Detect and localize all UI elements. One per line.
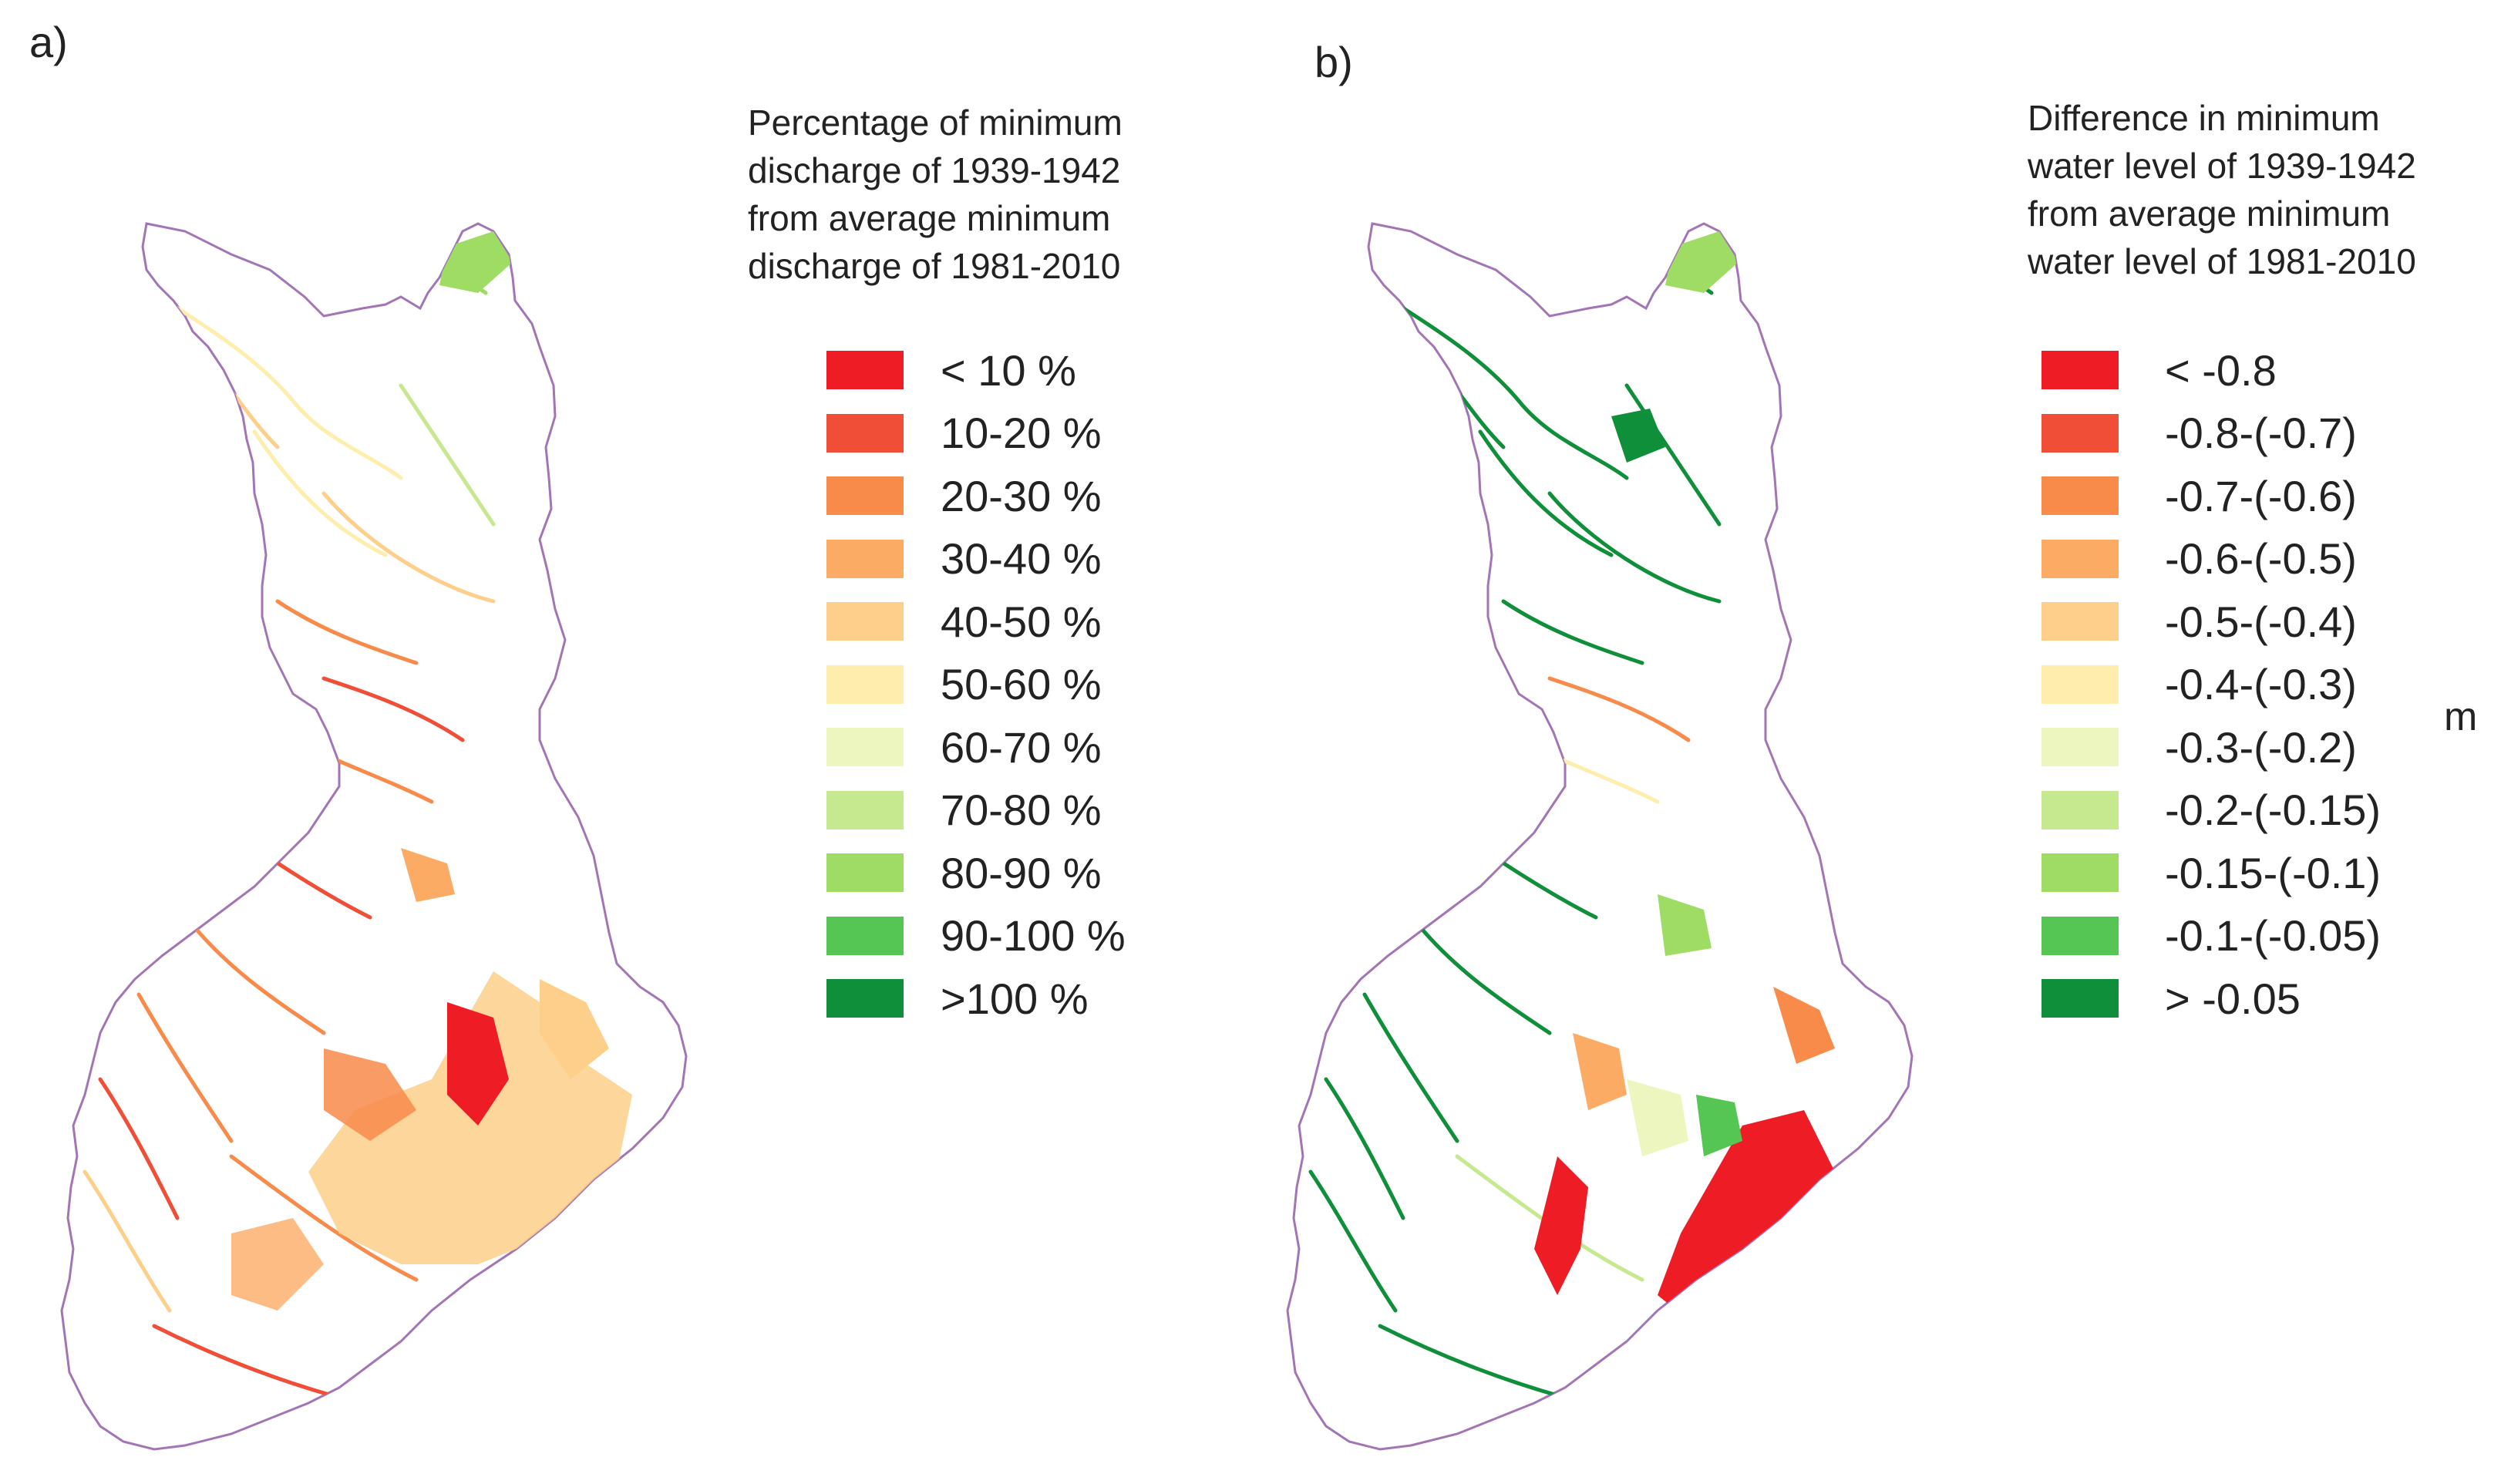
legend-label: -0.15-(-0.1) — [2165, 848, 2382, 897]
legend-swatch — [2042, 790, 2119, 829]
legend-label: >100 % — [941, 974, 1089, 1023]
legend-item: -0.6-(-0.5) — [2042, 534, 2357, 583]
legend-label: -0.4-(-0.3) — [2165, 660, 2357, 708]
legend-item: -0.4-(-0.3) — [2042, 660, 2357, 708]
legend-item: -0.7-(-0.6) — [2042, 472, 2357, 520]
legend-swatch — [2042, 853, 2119, 892]
legend-swatch — [2042, 539, 2119, 578]
legend-swatch — [826, 916, 904, 955]
legend-label: 40-50 % — [941, 597, 1102, 646]
legend-label: < 10 % — [941, 345, 1076, 395]
legend-item: 40-50 % — [826, 597, 1102, 646]
legend-swatch — [826, 413, 904, 453]
legend-item: 20-30 % — [826, 472, 1102, 520]
legend-swatch — [2042, 916, 2119, 955]
legend-item: -0.15-(-0.1) — [2042, 849, 2381, 897]
map-b-finland — [1286, 222, 1914, 1451]
map-a-finland — [60, 222, 688, 1451]
legend-item: -0.5-(-0.4) — [2042, 597, 2357, 646]
legend-title-b: Difference in minimum water level of 193… — [2028, 98, 2416, 281]
legend-label: 90-100 % — [941, 911, 1126, 960]
legend-label: 80-90 % — [941, 848, 1102, 897]
legend-item: -0.2-(-0.15) — [2042, 786, 2381, 834]
legend-label: 50-60 % — [941, 660, 1102, 708]
legend-label: 60-70 % — [941, 722, 1102, 772]
legend-swatch — [2042, 728, 2119, 766]
legend-label: 10-20 % — [941, 409, 1102, 457]
legend-item: >100 % — [826, 974, 1089, 1023]
legend-swatch — [826, 728, 904, 766]
legend-item: 50-60 % — [826, 660, 1102, 708]
legend-label: 20-30 % — [941, 471, 1102, 520]
legend-item: > -0.05 — [2042, 974, 2301, 1023]
legend-swatch — [826, 351, 904, 389]
legend-swatch — [2042, 602, 2119, 641]
legend-label: 70-80 % — [941, 786, 1102, 834]
legend-swatch — [2042, 476, 2119, 515]
legend-swatch — [826, 790, 904, 829]
legend-label: 30-40 % — [941, 534, 1102, 583]
panel-label-b: b) — [1314, 38, 1353, 86]
legend-swatch — [826, 853, 904, 892]
legend-unit-b: m — [2444, 695, 2478, 739]
legend-swatch — [2042, 665, 2119, 704]
legend-swatch — [826, 476, 904, 515]
legend-item: -0.1-(-0.05) — [2042, 911, 2381, 960]
legend-swatch — [2042, 979, 2119, 1018]
legend-label: -0.6-(-0.5) — [2165, 534, 2357, 583]
legend-label: < -0.8 — [2165, 345, 2277, 395]
legend-item: 90-100 % — [826, 911, 1126, 960]
legend-item: 60-70 % — [826, 723, 1102, 772]
legend-swatch — [826, 665, 904, 704]
legend-item: -0.3-(-0.2) — [2042, 723, 2357, 772]
legend-label: -0.3-(-0.2) — [2165, 722, 2357, 772]
legend-label: -0.5-(-0.4) — [2165, 597, 2357, 646]
legend-item: 80-90 % — [826, 849, 1102, 897]
legend-swatch — [2042, 351, 2119, 389]
legend-label: > -0.05 — [2165, 974, 2301, 1023]
legend-item: -0.8-(-0.7) — [2042, 409, 2357, 457]
legend-swatch — [826, 539, 904, 578]
legend-item: < -0.8 — [2042, 346, 2277, 395]
legend-item: < 10 % — [826, 346, 1076, 395]
legend-label: -0.7-(-0.6) — [2165, 471, 2357, 520]
legend-label: -0.2-(-0.15) — [2165, 786, 2382, 834]
legend-swatch — [2042, 413, 2119, 453]
legend-swatch — [826, 979, 904, 1018]
legend-item: 70-80 % — [826, 786, 1102, 834]
legend-swatch — [826, 602, 904, 641]
legend-label: -0.1-(-0.05) — [2165, 911, 2382, 960]
legend-title-a: Percentage of minimum discharge of 1939-… — [748, 103, 1123, 286]
legend-item: 30-40 % — [826, 534, 1102, 583]
legend-label: -0.8-(-0.7) — [2165, 409, 2357, 457]
legend-item: 10-20 % — [826, 409, 1102, 457]
panel-label-a: a) — [29, 18, 68, 66]
